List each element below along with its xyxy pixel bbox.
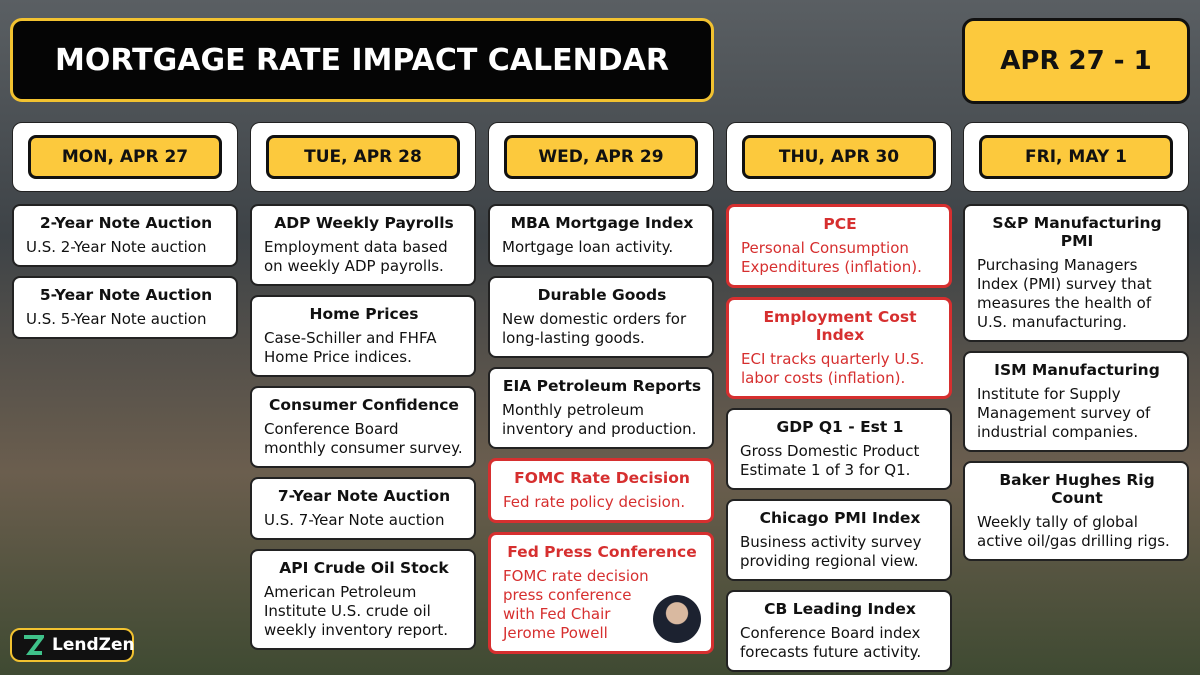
date-range: APR 27 - 1 xyxy=(962,18,1190,104)
event-description: Employment data based on weekly ADP payr… xyxy=(264,238,448,275)
title: MORTGAGE RATE IMPACT CALENDAR xyxy=(10,18,714,102)
event-title: 7-Year Note Auction xyxy=(277,487,451,505)
event-description: Gross Domestic Product Estimate 1 of 3 f… xyxy=(740,442,920,479)
event-title: Baker Hughes Rig Count xyxy=(999,471,1155,507)
event-card: S&P Manufacturing PMI Purchasing Managers… xyxy=(963,204,1189,342)
day-column: WED, APR 29 MBA Mortgage Index Mortgage lo… xyxy=(488,122,714,654)
event-description: U.S. 5-Year Note auction xyxy=(26,310,207,328)
event-list: S&P Manufacturing PMI Purchasing Managers… xyxy=(963,204,1189,561)
event-title: Employment Cost Index xyxy=(763,308,917,344)
day-column: TUE, APR 28 ADP Weekly Payrolls Employment… xyxy=(250,122,476,650)
event-title: 2-Year Note Auction xyxy=(39,214,213,232)
event-description: Mortgage loan activity. xyxy=(502,238,674,256)
day-header: WED, APR 29 xyxy=(488,122,714,192)
event-title: Durable Goods xyxy=(537,286,667,304)
event-card: CB Leading Index Conference Board index f… xyxy=(726,590,952,672)
day-column: THU, APR 30 PCE Personal Consumption Expen… xyxy=(726,122,952,672)
event-title: 5-Year Note Auction xyxy=(39,286,213,304)
logo-icon xyxy=(24,635,44,655)
event-title: ADP Weekly Payrolls xyxy=(274,214,454,232)
event-description: Personal Consumption Expenditures (infla… xyxy=(741,239,922,276)
event-description: Purchasing Managers Index (PMI) survey t… xyxy=(977,256,1152,331)
day-header: MON, APR 27 xyxy=(12,122,238,192)
brand-name: LendZen xyxy=(52,635,135,655)
event-card: Consumer Confidence Conference Board mont… xyxy=(250,386,476,468)
day-header: THU, APR 30 xyxy=(726,122,952,192)
event-title: ISM Manufacturing xyxy=(994,361,1160,379)
event-description: FOMC rate decision press conference with… xyxy=(503,567,649,642)
event-description: Fed rate policy decision. xyxy=(503,493,686,511)
event-description: ECI tracks quarterly U.S. labor costs (i… xyxy=(741,350,925,387)
event-description: U.S. 2-Year Note auction xyxy=(26,238,207,256)
event-card: FOMC Rate Decision Fed rate policy decisi… xyxy=(488,458,714,523)
event-description: Monthly petroleum inventory and producti… xyxy=(502,401,697,438)
event-list: PCE Personal Consumption Expenditures (in… xyxy=(726,204,952,672)
event-title: EIA Petroleum Reports xyxy=(502,377,702,395)
event-description: American Petroleum Institute U.S. crude … xyxy=(264,583,448,639)
event-card: API Crude Oil Stock American Petroleum In… xyxy=(250,549,476,650)
event-card: 5-Year Note Auction U.S. 5-Year Note auct… xyxy=(12,276,238,339)
event-title: FOMC Rate Decision xyxy=(514,469,690,487)
day-header: FRI, MAY 1 xyxy=(963,122,1189,192)
event-list: ADP Weekly Payrolls Employment data based… xyxy=(250,204,476,650)
event-title: PCE xyxy=(823,215,857,233)
event-card: Home Prices Case-Schiller and FHFA Home P… xyxy=(250,295,476,377)
speaker-photo xyxy=(653,595,701,643)
event-description: Institute for Supply Management survey o… xyxy=(977,385,1151,441)
event-card: ISM Manufacturing Institute for Supply Ma… xyxy=(963,351,1189,452)
event-list: 2-Year Note Auction U.S. 2-Year Note auct… xyxy=(12,204,238,339)
event-card: PCE Personal Consumption Expenditures (in… xyxy=(726,204,952,288)
event-title: Chicago PMI Index xyxy=(759,509,921,527)
event-title: Fed Press Conference xyxy=(507,543,697,561)
brand-logo: LendZen xyxy=(10,628,135,662)
event-description: Weekly tally of global active oil/gas dr… xyxy=(977,513,1170,550)
event-card: ADP Weekly Payrolls Employment data based… xyxy=(250,204,476,286)
event-description: U.S. 7-Year Note auction xyxy=(264,511,445,529)
event-card: Chicago PMI Index Business activity surve… xyxy=(726,499,952,581)
event-card: GDP Q1 - Est 1 Gross Domestic Product Est… xyxy=(726,408,952,490)
event-title: GDP Q1 - Est 1 xyxy=(776,418,904,436)
event-title: API Crude Oil Stock xyxy=(279,559,449,577)
event-description: New domestic orders for long-lasting goo… xyxy=(502,310,687,347)
event-title: Home Prices xyxy=(309,305,419,323)
day-label: FRI, MAY 1 xyxy=(979,135,1173,179)
event-description: Conference Board monthly consumer survey… xyxy=(264,420,463,457)
event-list: MBA Mortgage Index Mortgage loan activity… xyxy=(488,204,714,654)
event-title: MBA Mortgage Index xyxy=(510,214,694,232)
event-card: Durable Goods New domestic orders for lon… xyxy=(488,276,714,358)
day-label: MON, APR 27 xyxy=(28,135,222,179)
event-title: CB Leading Index xyxy=(764,600,916,618)
event-title: Consumer Confidence xyxy=(269,396,459,414)
event-title: S&P Manufacturing PMI xyxy=(992,214,1162,250)
event-description: Conference Board index forecasts future … xyxy=(740,624,922,661)
event-card: 7-Year Note Auction U.S. 7-Year Note auct… xyxy=(250,477,476,540)
event-card: Employment Cost Index ECI tracks quarterl… xyxy=(726,297,952,399)
day-column: MON, APR 27 2-Year Note Auction U.S. 2-Yea… xyxy=(12,122,238,339)
day-column: FRI, MAY 1 S&P Manufacturing PMI Purchasin… xyxy=(963,122,1189,561)
day-label: WED, APR 29 xyxy=(504,135,698,179)
event-card: Baker Hughes Rig Count Weekly tally of gl… xyxy=(963,461,1189,561)
day-label: THU, APR 30 xyxy=(742,135,936,179)
day-label: TUE, APR 28 xyxy=(266,135,460,179)
event-card: MBA Mortgage Index Mortgage loan activity… xyxy=(488,204,714,267)
event-description: Business activity survey providing regio… xyxy=(740,533,922,570)
event-description: Case-Schiller and FHFA Home Price indice… xyxy=(264,329,437,366)
event-card: Fed Press Conference FOMC rate decision p… xyxy=(488,532,714,654)
event-card: EIA Petroleum Reports Monthly petroleum i… xyxy=(488,367,714,449)
event-card: 2-Year Note Auction U.S. 2-Year Note auct… xyxy=(12,204,238,267)
day-header: TUE, APR 28 xyxy=(250,122,476,192)
